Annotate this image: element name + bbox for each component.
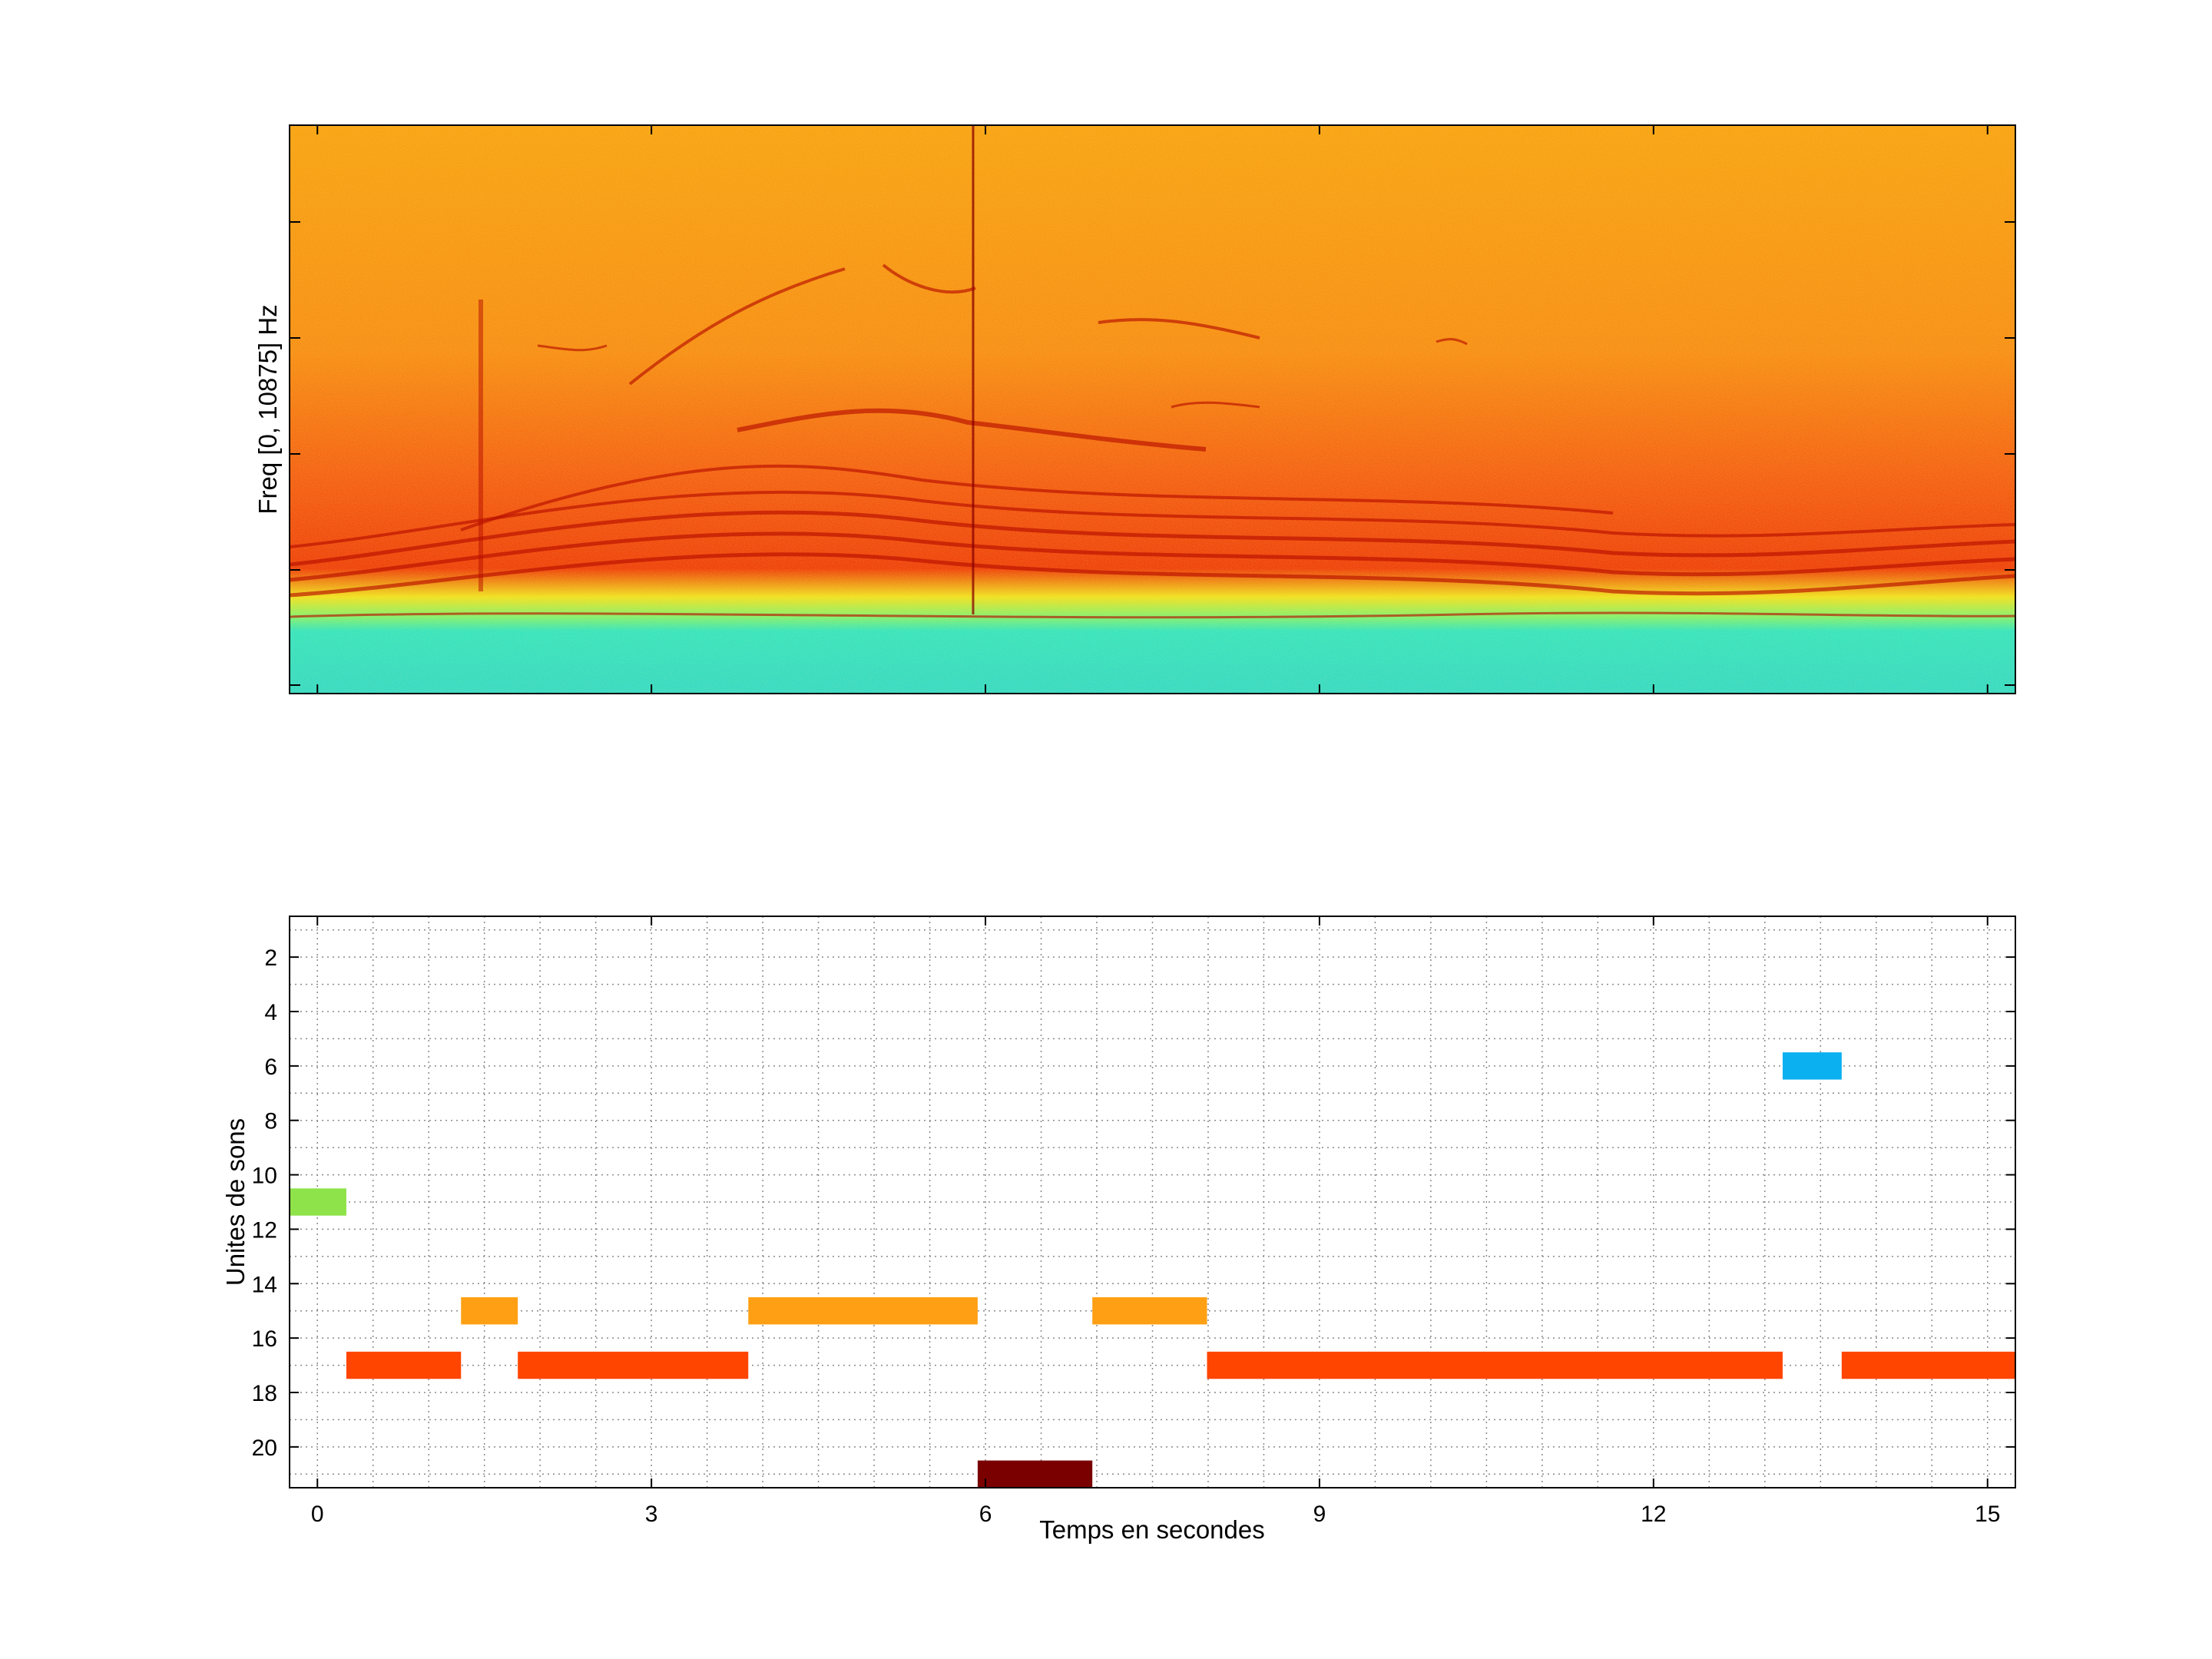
unit-segment xyxy=(1783,1052,1842,1080)
x-tick-label: 15 xyxy=(1975,1502,2000,1527)
units-xlabel: Temps en secondes xyxy=(1039,1515,1265,1544)
y-tick-label: 4 xyxy=(264,1000,277,1025)
units-frame xyxy=(289,916,2016,1488)
unit-segment xyxy=(1841,1351,2015,1379)
x-tick-label: 12 xyxy=(1641,1502,1666,1527)
spectrogram-harmonics xyxy=(290,263,2015,619)
units-y-tick-labels: 2 4 6 8 10 12 14 16 18 20 xyxy=(252,945,277,1461)
unit-segment xyxy=(977,1460,1093,1488)
unit-segment xyxy=(461,1297,518,1325)
x-tick-label: 0 xyxy=(311,1502,324,1527)
spectrogram-ticks xyxy=(290,221,2015,686)
units-ylabel: Unites de sons xyxy=(221,1118,250,1286)
spectrogram-x-ticks xyxy=(316,125,1988,694)
units-panel: 0 3 6 9 12 15 2 4 6 8 10 12 14 16 18 20 Temps en secon… xyxy=(221,916,2016,1544)
unit-segment xyxy=(748,1297,978,1325)
units-grid xyxy=(290,916,2015,1488)
spectrogram-texture xyxy=(290,125,2015,694)
units-segments xyxy=(290,1052,2015,1488)
y-tick-label: 14 xyxy=(252,1272,277,1297)
x-tick-label: 6 xyxy=(979,1502,992,1527)
spectrogram-ylabel: Freq [0, 10875] Hz xyxy=(253,304,282,514)
y-tick-label: 12 xyxy=(252,1217,277,1243)
y-tick-label: 6 xyxy=(264,1055,277,1080)
units-ticks xyxy=(290,916,2015,1488)
unit-segment xyxy=(1207,1351,1783,1379)
spectrogram-frame xyxy=(289,124,2016,694)
unit-segment xyxy=(346,1351,462,1379)
x-tick-label: 3 xyxy=(645,1502,658,1527)
x-tick-label: 9 xyxy=(1313,1502,1326,1527)
unit-segment xyxy=(1092,1297,1207,1325)
y-tick-label: 8 xyxy=(264,1109,277,1134)
y-tick-label: 10 xyxy=(252,1164,277,1189)
y-tick-label: 20 xyxy=(252,1435,277,1461)
y-tick-label: 18 xyxy=(252,1381,277,1406)
unit-segment xyxy=(518,1351,749,1379)
units-x-tick-labels: 0 3 6 9 12 15 xyxy=(311,1502,2001,1527)
spectrogram-panel: Freq [0, 10875] Hz xyxy=(253,124,2016,694)
y-tick-label: 2 xyxy=(264,945,277,971)
unit-segment xyxy=(290,1188,346,1216)
y-tick-label: 16 xyxy=(252,1326,277,1352)
